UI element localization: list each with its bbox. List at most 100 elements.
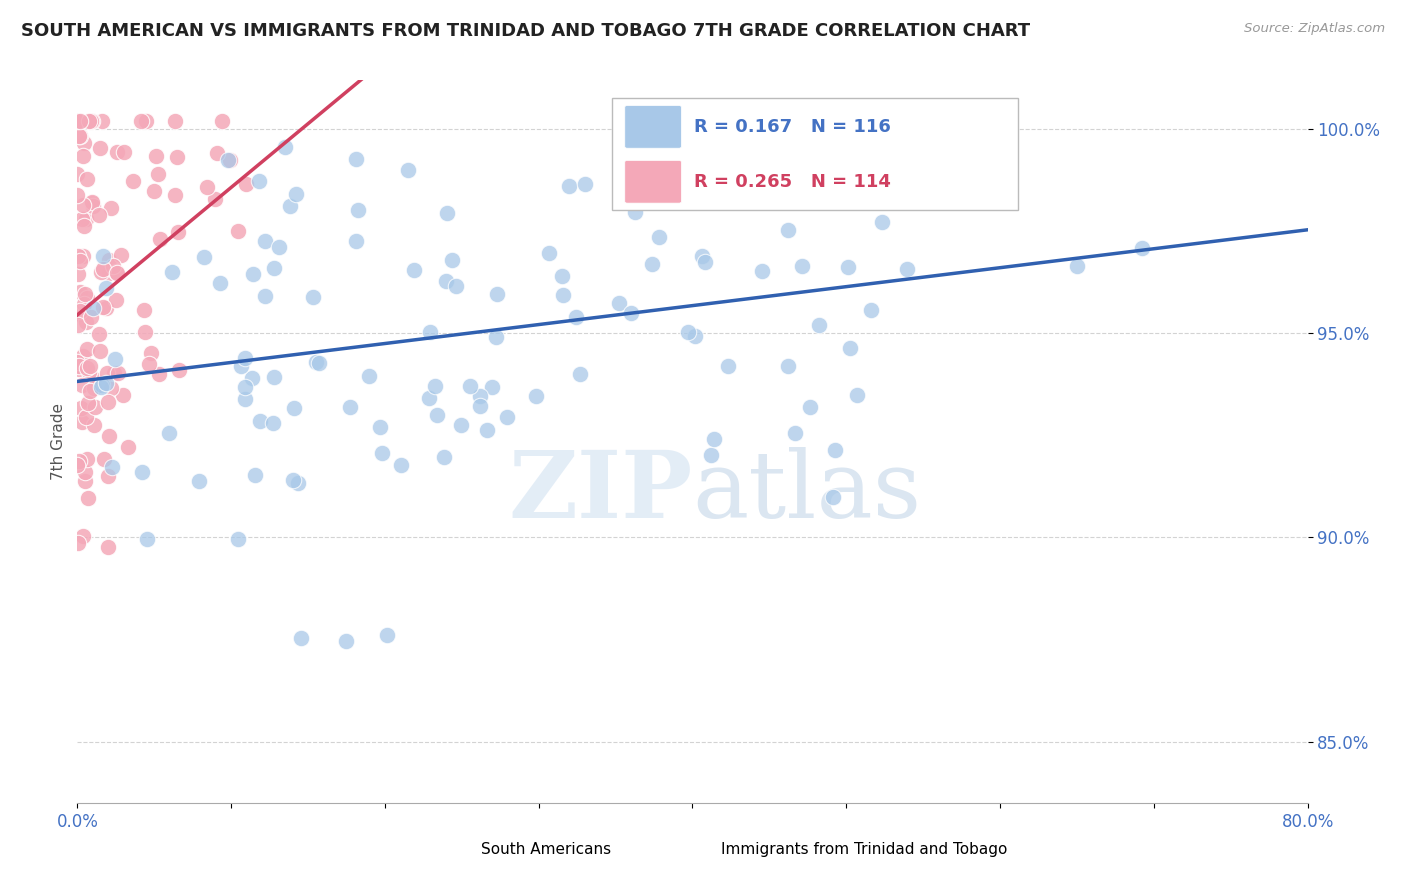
Point: [896, 261, 918, 276]
Point: [84, 400, 107, 414]
Point: [69, 285, 91, 299]
Point: [783, 426, 806, 441]
Point: [254, 289, 277, 303]
Point: [209, 277, 232, 291]
Point: [607, 296, 630, 310]
Point: [778, 222, 800, 236]
Point: [558, 179, 581, 194]
Point: [72, 249, 94, 263]
Point: [93, 451, 115, 466]
Point: [69, 401, 91, 415]
Text: Source: ZipAtlas.com: Source: ZipAtlas.com: [1244, 22, 1385, 36]
FancyBboxPatch shape: [613, 98, 1018, 211]
Point: [122, 174, 145, 188]
Point: [537, 246, 560, 260]
Point: [574, 177, 596, 191]
Point: [97, 395, 120, 409]
Point: [101, 459, 124, 474]
Point: [676, 102, 699, 116]
Point: [72, 198, 94, 212]
Point: [821, 490, 844, 504]
Point: [233, 351, 256, 365]
Point: [308, 356, 330, 370]
Point: [165, 188, 187, 202]
Point: [91, 300, 114, 314]
Point: [751, 264, 773, 278]
Point: [66, 168, 89, 182]
Point: [1066, 259, 1088, 273]
Y-axis label: 7th Grade: 7th Grade: [51, 403, 66, 480]
Point: [247, 173, 270, 187]
Point: [82, 196, 104, 211]
Point: [117, 441, 139, 455]
Point: [103, 366, 125, 380]
Point: [96, 540, 118, 554]
Point: [824, 443, 846, 458]
Point: [568, 367, 591, 381]
Point: [82, 301, 104, 315]
Point: [357, 369, 380, 384]
Point: [245, 467, 267, 482]
Point: [97, 468, 120, 483]
Point: [96, 366, 118, 380]
Point: [96, 280, 118, 294]
Point: [157, 426, 180, 441]
Point: [799, 401, 821, 415]
Point: [75, 410, 97, 425]
Point: [683, 328, 706, 343]
Point: [83, 418, 105, 433]
Point: [69, 253, 91, 268]
Point: [624, 205, 647, 219]
Point: [346, 152, 368, 166]
Point: [98, 252, 121, 267]
Point: [70, 212, 93, 227]
Point: [745, 169, 768, 183]
Point: [73, 297, 96, 311]
Point: [72, 149, 94, 163]
FancyBboxPatch shape: [447, 838, 474, 861]
Point: [67, 359, 90, 373]
Point: [167, 225, 190, 239]
Point: [242, 267, 264, 281]
Point: [263, 261, 285, 276]
Point: [207, 145, 229, 160]
Point: [695, 254, 717, 268]
Point: [211, 114, 233, 128]
Point: [335, 634, 357, 648]
Point: [550, 269, 572, 284]
Point: [418, 391, 440, 405]
Point: [75, 465, 97, 479]
Point: [66, 249, 89, 263]
Point: [284, 186, 307, 201]
Point: [444, 278, 467, 293]
Point: [839, 341, 862, 355]
Point: [100, 382, 122, 396]
Point: [434, 274, 457, 288]
Point: [717, 359, 740, 373]
Point: [860, 303, 883, 318]
Point: [93, 261, 115, 276]
Point: [82, 195, 104, 210]
Point: [76, 343, 98, 357]
Point: [167, 363, 190, 377]
Point: [107, 366, 129, 380]
Point: [66, 267, 89, 281]
Point: [703, 432, 725, 446]
Point: [254, 234, 277, 248]
Point: [440, 252, 463, 267]
Point: [166, 150, 188, 164]
Point: [274, 140, 297, 154]
Point: [339, 400, 361, 414]
Point: [76, 171, 98, 186]
Point: [262, 416, 284, 430]
Point: [141, 345, 163, 359]
Point: [77, 396, 100, 410]
Point: [79, 384, 101, 398]
Point: [641, 257, 664, 271]
Point: [76, 360, 98, 375]
Point: [375, 628, 398, 642]
Point: [347, 202, 370, 217]
Point: [104, 293, 127, 308]
Point: [782, 153, 804, 167]
Point: [69, 307, 91, 321]
